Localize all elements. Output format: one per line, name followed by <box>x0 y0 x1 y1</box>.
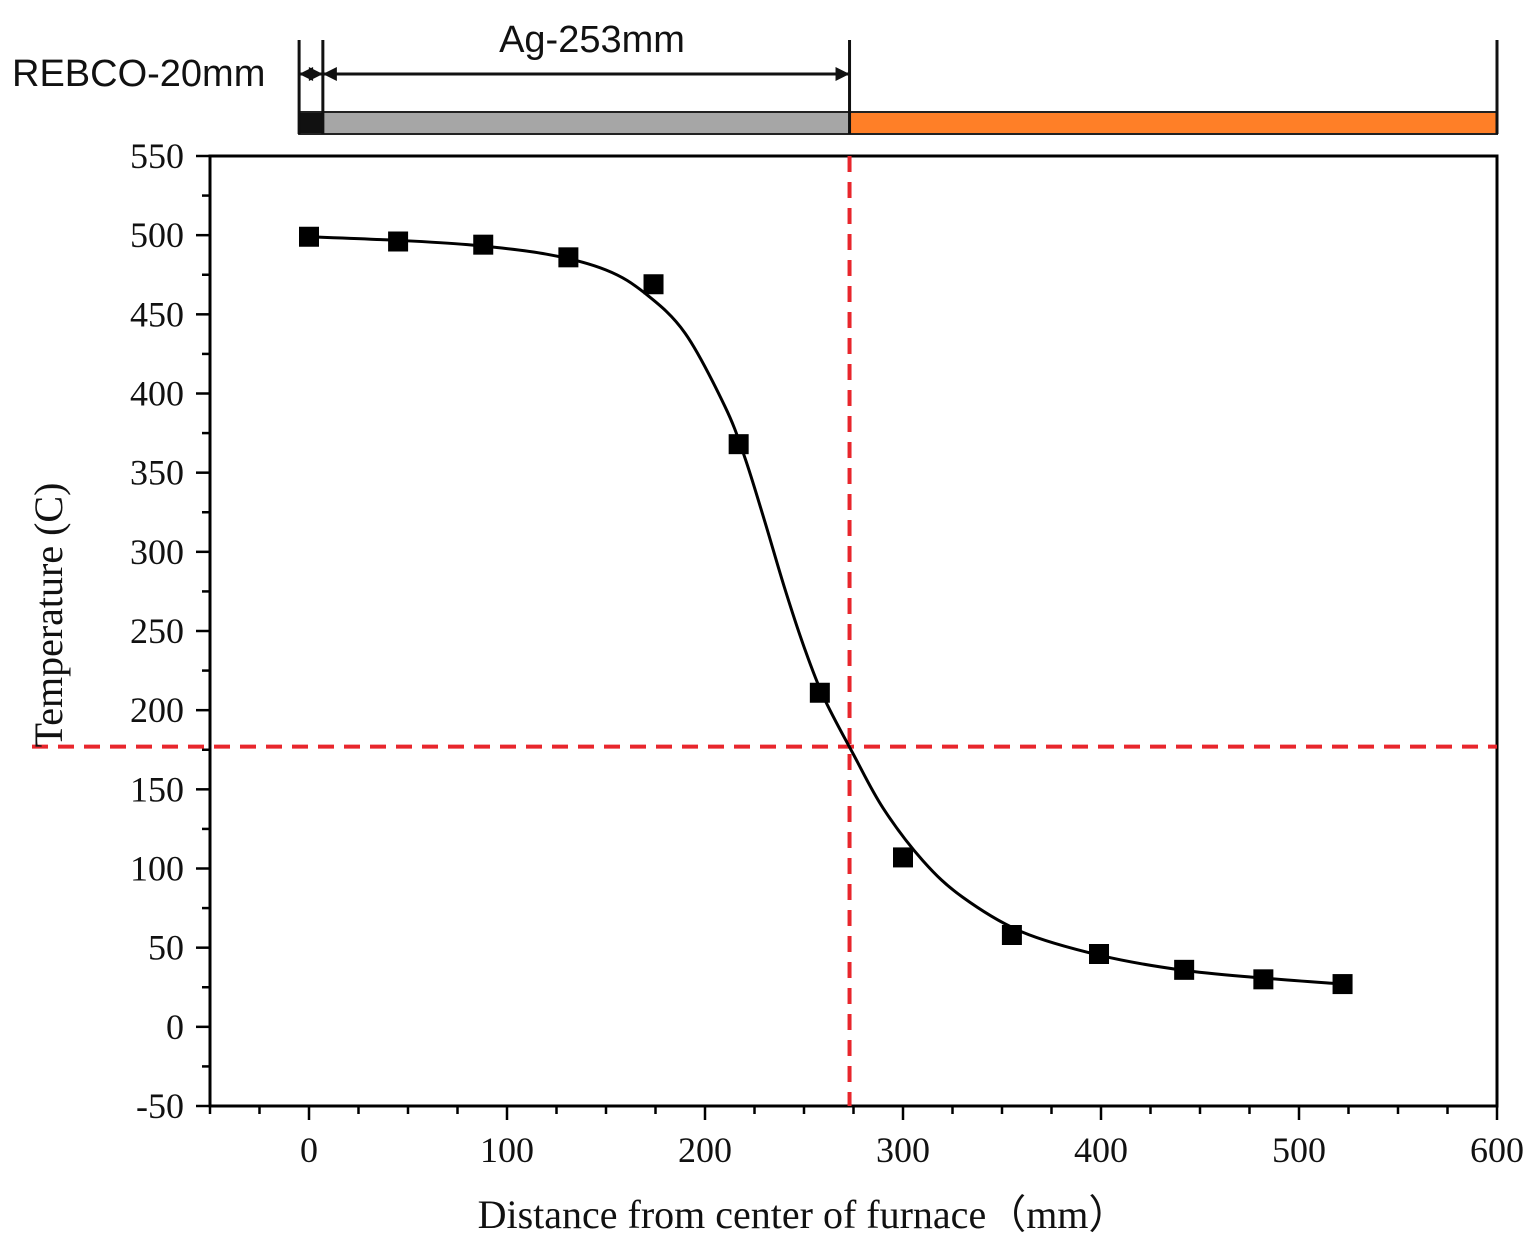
bar-segment-other <box>848 111 1498 135</box>
data-point <box>643 274 664 295</box>
data-point <box>1174 959 1195 980</box>
y-tick-label: 400 <box>130 374 184 414</box>
data-point <box>1089 944 1110 964</box>
fit-curve-line <box>308 235 1343 986</box>
ag-dimension-arrow-head-right <box>835 67 850 81</box>
y-tick-label: 50 <box>148 928 184 968</box>
x-axis-label: Distance from center of furnace（mm） <box>478 1192 1129 1237</box>
y-tick-label: -50 <box>136 1086 184 1126</box>
data-point <box>1253 969 1274 990</box>
rebco-dimension-arrow-head-right <box>308 67 323 81</box>
data-point <box>893 847 913 868</box>
y-tick-label: 500 <box>130 215 184 255</box>
ag-dimension-arrow-head-left <box>322 67 337 81</box>
ag-dimension-label: Ag-253mm <box>499 19 685 61</box>
data-points <box>299 226 1353 995</box>
data-point <box>809 682 830 703</box>
reference-lines <box>32 156 1497 1106</box>
x-tick-label: 200 <box>678 1130 732 1170</box>
data-point <box>1001 925 1022 945</box>
y-axis-label: Temperature (C) <box>26 483 71 748</box>
y-tick-label: 200 <box>130 690 184 730</box>
rebco-dimension-label: REBCO-20mm <box>12 53 265 95</box>
x-tick-label: 600 <box>1470 1130 1524 1170</box>
data-point <box>299 226 319 247</box>
x-tick-label: 100 <box>480 1130 534 1170</box>
data-point <box>728 434 749 455</box>
x-tick-label: 300 <box>876 1130 930 1170</box>
y-tick-label: 350 <box>130 453 184 493</box>
top-bar <box>297 40 1499 135</box>
y-tick-label: 100 <box>130 849 184 889</box>
y-axis-ticks: -50 0 50 100 150 200 250 300 350 400 450 500 550 <box>130 136 210 1126</box>
fit-curve <box>308 235 1343 986</box>
plot-frame <box>208 154 1499 1108</box>
y-tick-label: 0 <box>166 1007 184 1047</box>
data-point <box>558 247 579 268</box>
x-tick-label: 500 <box>1272 1130 1326 1170</box>
x-tick-label: 400 <box>1074 1130 1128 1170</box>
x-axis-ticks: 0 100 200 300 400 500 600 <box>208 1106 1524 1170</box>
y-tick-label: 250 <box>130 611 184 651</box>
plot-area: 0 100 200 300 400 500 600 -50 0 50 100 150 200 250 30… <box>32 136 1524 1170</box>
data-point <box>1332 974 1353 995</box>
y-tick-label: 300 <box>130 532 184 572</box>
y-tick-label: 450 <box>130 294 184 334</box>
bar-segment-ag <box>321 111 851 135</box>
y-tick-label: 150 <box>130 769 184 809</box>
data-point <box>473 234 494 255</box>
data-point <box>388 231 409 252</box>
axes <box>208 154 1499 1108</box>
bar-segment-rebco <box>298 111 324 135</box>
x-tick-label: 0 <box>300 1130 318 1170</box>
y-tick-label: 550 <box>130 136 184 176</box>
